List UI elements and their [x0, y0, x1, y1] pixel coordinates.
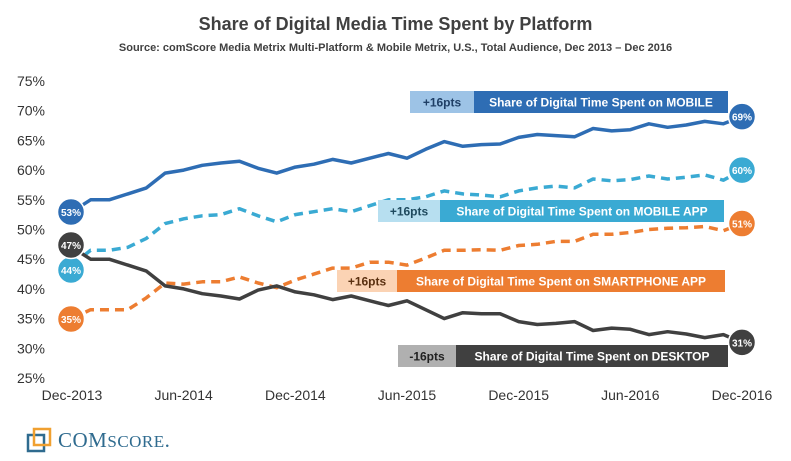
series-start-value-mobile: 53% — [61, 208, 81, 219]
y-tick-label: 75% — [17, 73, 45, 89]
comscore-logo-text: COMSCORE. — [58, 428, 170, 453]
series-end-value-desktop: 31% — [732, 338, 752, 349]
y-tick-label: 55% — [17, 192, 45, 208]
x-tick-label: Jun-2016 — [601, 387, 660, 403]
series-start-value-mobile_app: 44% — [61, 266, 81, 277]
y-tick-label: 30% — [17, 340, 45, 356]
series-end-value-mobile_app: 60% — [732, 166, 752, 177]
series-start-marker-mobile — [56, 197, 86, 227]
series-endpoint-markers: 53% 69% 44% 60% 35% 51% 47% 31% — [56, 102, 757, 357]
series-name-label-smartphone_app: Share of Digital Time Spent on SMARTPHON… — [416, 275, 706, 289]
y-tick-label: 60% — [17, 162, 45, 178]
series-name-label-mobile: Share of Digital Time Spent on MOBILE — [489, 96, 713, 110]
series-start-value-desktop: 47% — [61, 241, 81, 252]
series-name-label-mobile_app: Share of Digital Time Spent on MOBILE AP… — [456, 205, 707, 219]
series-end-marker-smartphone_app — [727, 209, 757, 238]
y-axis-ticks: 25% 30% 35% 40% 45% 50% 55% 60% 65% 70% 75% — [17, 73, 45, 386]
series-change-box-smartphone_app — [337, 270, 397, 292]
series-lines — [70, 114, 744, 345]
series-start-value-smartphone_app: 35% — [61, 315, 81, 326]
series-line-mobile — [70, 114, 744, 214]
logo-text-main: SCORE — [107, 431, 165, 451]
series-name-label-desktop: Share of Digital Time Spent on DESKTOP — [475, 350, 710, 364]
x-tick-label: Dec-2015 — [488, 387, 549, 403]
y-tick-label: 40% — [17, 281, 45, 297]
series-change-label-mobile_app: +16pts — [390, 205, 429, 219]
y-tick-label: 70% — [17, 103, 45, 119]
series-name-box-mobile_app — [440, 200, 724, 222]
series-end-value-mobile: 69% — [732, 113, 752, 124]
series-change-label-mobile: +16pts — [423, 96, 462, 110]
y-tick-label: 25% — [17, 370, 45, 386]
series-end-marker-desktop — [727, 328, 757, 357]
series-labels: +16pts Share of Digital Time Spent on MOB… — [337, 91, 728, 367]
chart-subtitle: Source: comScore Media Metrix Multi-Plat… — [118, 42, 673, 54]
series-name-box-desktop — [456, 345, 728, 367]
series-change-label-desktop: -16pts — [409, 350, 445, 364]
logo-text-lead: COM — [58, 427, 108, 452]
logo-text-suffix: . — [164, 427, 171, 452]
comscore-logo: COMSCORE. — [26, 426, 170, 454]
series-start-marker-smartphone_app — [56, 304, 86, 334]
x-tick-label: Dec-2016 — [712, 387, 773, 403]
series-end-value-smartphone_app: 51% — [732, 220, 752, 231]
x-tick-label: Dec-2013 — [42, 387, 103, 403]
y-tick-label: 45% — [17, 251, 45, 267]
series-change-box-mobile — [410, 91, 474, 113]
series-end-marker-mobile — [727, 102, 757, 131]
x-tick-label: Jun-2014 — [154, 387, 213, 403]
series-name-box-smartphone_app — [397, 270, 725, 292]
series-start-marker-desktop — [56, 230, 86, 260]
series-change-box-mobile_app — [378, 200, 440, 222]
series-line-mobile_app — [70, 168, 743, 267]
x-axis-ticks: Dec-2013 Jun-2014 Dec-2014 Jun-2015 Dec-2015… — [42, 387, 773, 403]
y-tick-label: 65% — [17, 132, 45, 148]
series-name-box-mobile — [474, 91, 728, 113]
y-tick-label: 50% — [17, 222, 45, 238]
series-end-marker-mobile_app — [727, 155, 757, 185]
x-tick-label: Dec-2014 — [265, 387, 326, 403]
y-tick-label: 35% — [17, 311, 45, 327]
comscore-logo-icon — [26, 427, 52, 453]
x-tick-label: Jun-2015 — [378, 387, 437, 403]
series-line-smartphone_app — [71, 221, 743, 321]
series-change-box-desktop — [398, 345, 456, 367]
series-line-desktop — [70, 245, 744, 345]
series-change-label-smartphone_app: +16pts — [348, 275, 387, 289]
chart-title: Share of Digital Media Time Spent by Pla… — [198, 14, 593, 34]
